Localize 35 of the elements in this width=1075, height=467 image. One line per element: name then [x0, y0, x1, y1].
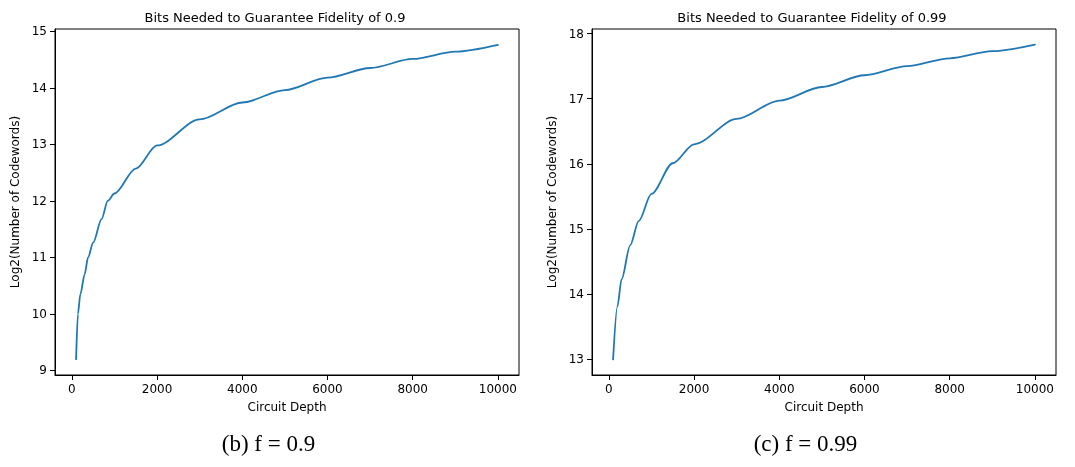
y-tick-label: 13	[31, 137, 47, 152]
y-tick-label: 15	[31, 24, 47, 39]
x-tick-label: 6000	[849, 382, 880, 396]
text: (c) f = 0.99	[753, 431, 858, 456]
x-axis-title: Circuit Depth	[784, 400, 864, 414]
x-tick-label: 10000	[1015, 382, 1054, 396]
line-series	[75, 43, 499, 361]
x-tick-label: 6000	[312, 382, 343, 396]
y-tick-label: 13	[568, 352, 584, 367]
y-tick-label: 9	[39, 363, 47, 378]
x-tick-label: 2000	[141, 382, 173, 396]
x-tick-label: 0	[605, 382, 613, 396]
x-tick-label: 8000	[397, 382, 428, 396]
text: (b) f = 0.9	[221, 431, 316, 456]
y-tick-label: 10	[31, 306, 47, 321]
x-tick-label: 2000	[678, 382, 710, 396]
y-tick-label: 16	[568, 156, 584, 171]
chart-title: Bits Needed to Guarantee Fidelity of 0.9	[144, 10, 406, 25]
x-tick-label: 4000	[226, 382, 258, 396]
y-tick-label: 14	[31, 80, 47, 95]
y-tick-label: 17	[568, 91, 584, 106]
y-tick-label: 14	[568, 287, 584, 302]
x-tick-label: 0	[68, 382, 76, 396]
x-tick-label: 10000	[478, 382, 517, 396]
x-tick-label: 4000	[763, 382, 795, 396]
x-tick-label: 8000	[934, 382, 965, 396]
chart-title: Bits Needed to Guarantee Fidelity of 0.99	[677, 10, 947, 25]
y-tick-label: 11	[31, 250, 47, 265]
y-tick-label: 15	[568, 222, 584, 237]
x-axis-title: Circuit Depth	[247, 400, 327, 414]
y-tick-label: 12	[31, 193, 47, 208]
y-tick-label: 18	[568, 26, 584, 41]
y-axis-title: Log2(Number of Codewords)	[544, 115, 559, 289]
line-series	[612, 43, 1036, 361]
y-axis-title: Log2(Number of Codewords)	[7, 115, 22, 289]
